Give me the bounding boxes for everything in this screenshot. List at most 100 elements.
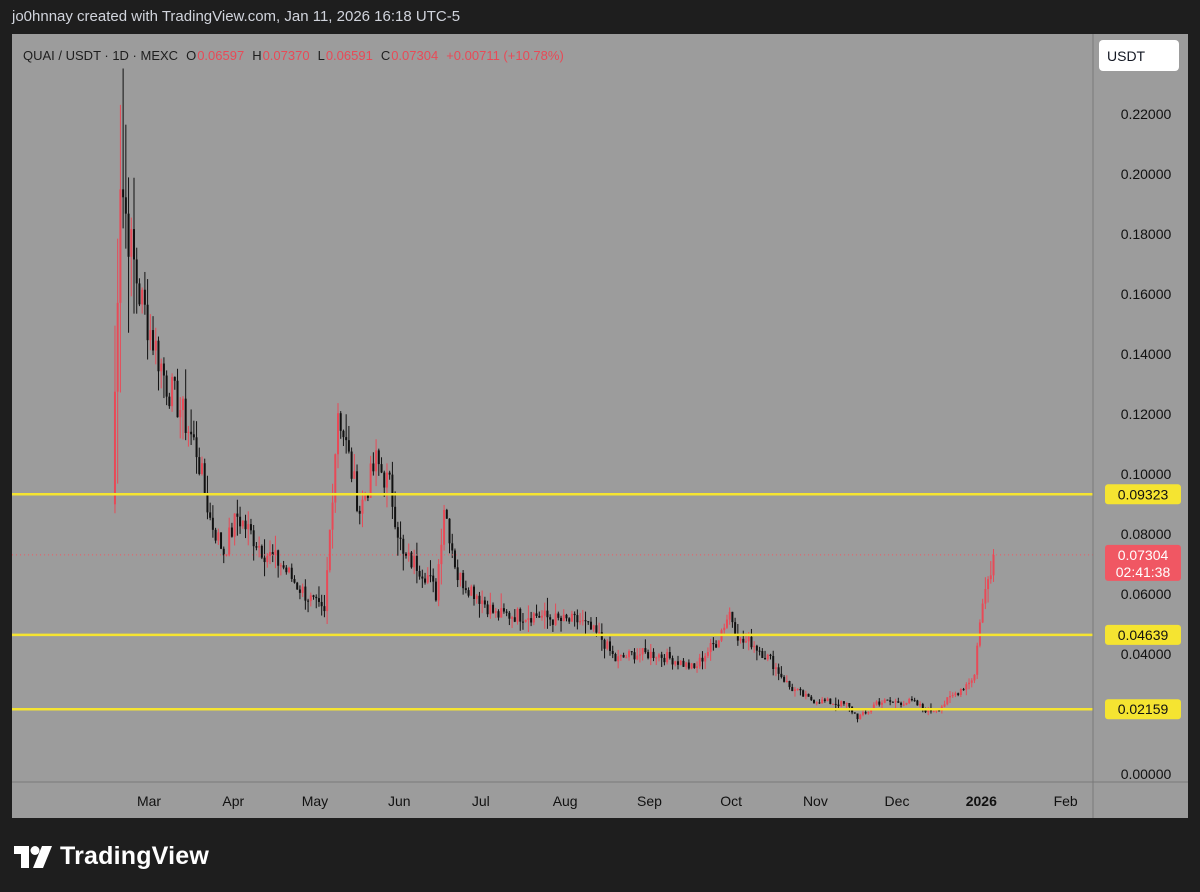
candle-body <box>339 413 342 431</box>
candle-body <box>679 660 682 665</box>
candle-body <box>377 450 380 465</box>
candle-body <box>375 450 378 472</box>
candle-body <box>356 471 359 511</box>
candle-body <box>774 667 777 670</box>
candle-body <box>856 713 859 720</box>
candle-body <box>434 581 437 601</box>
candle-body <box>837 704 840 707</box>
candle-body <box>407 552 410 556</box>
candle-body <box>687 662 690 669</box>
candle-body <box>206 492 209 513</box>
candle-body <box>187 431 190 433</box>
candle-body <box>603 639 606 649</box>
y-tick-label: 0.04000 <box>1121 646 1172 662</box>
candle-body <box>315 596 318 599</box>
candle-body <box>891 701 894 703</box>
candle-body <box>859 714 862 720</box>
candle-body <box>418 570 421 577</box>
candle-body <box>725 619 728 628</box>
candle-body <box>864 712 867 714</box>
candle-body <box>913 700 916 702</box>
candle-body <box>655 657 658 659</box>
candle-body <box>992 554 995 576</box>
candle-body <box>723 627 726 631</box>
candle-body <box>263 557 266 563</box>
candle-body <box>951 695 954 697</box>
candle-body <box>796 688 799 690</box>
candle-body <box>519 608 522 622</box>
candle-body <box>453 550 456 568</box>
currency-button[interactable]: USDT <box>1099 40 1179 71</box>
candle-body <box>832 703 835 705</box>
level-price-label <box>1105 484 1181 505</box>
candle-body <box>127 213 130 257</box>
candle-body <box>266 555 269 563</box>
candle-body <box>614 653 617 662</box>
candle-body <box>894 701 897 703</box>
candle-body <box>171 376 174 407</box>
candle-body <box>636 655 639 660</box>
candle-body <box>630 651 633 653</box>
candle-body <box>309 595 312 602</box>
candle-body <box>766 654 769 660</box>
candle-body <box>845 702 848 704</box>
candle-body <box>358 510 361 514</box>
candle-body <box>769 654 772 656</box>
candle-body <box>690 663 693 669</box>
candle-body <box>793 689 796 692</box>
candle-body <box>271 552 274 555</box>
candle-body <box>279 565 282 567</box>
candle-body <box>372 463 375 472</box>
candle-body <box>195 437 198 458</box>
candle-body <box>761 651 764 658</box>
candle-body <box>399 537 402 539</box>
candle-body <box>413 555 416 568</box>
candle-body <box>764 657 767 660</box>
candle-body <box>160 363 163 372</box>
candle-body <box>970 680 973 683</box>
candle-body <box>113 391 116 505</box>
candle-body <box>717 640 720 648</box>
candle-body <box>244 520 247 530</box>
candle-body <box>973 674 976 681</box>
candle-body <box>426 575 429 583</box>
candle-body <box>834 703 837 705</box>
candle-body <box>698 657 701 667</box>
candle-body <box>415 555 418 571</box>
candle-body <box>919 704 922 706</box>
candle-body <box>704 655 707 662</box>
candle-body <box>728 611 731 620</box>
candle-body <box>949 696 951 698</box>
candle-body <box>304 586 307 601</box>
candle-body <box>497 611 500 618</box>
price-change: +0.00711 (+10.78%) <box>446 48 564 63</box>
tradingview-branding[interactable]: TradingView <box>14 842 209 871</box>
candle-body <box>214 529 217 541</box>
candle-body <box>296 582 299 590</box>
candle-body <box>657 654 660 658</box>
candle-body <box>508 612 511 619</box>
candle-body <box>875 701 878 705</box>
candle-body <box>201 463 203 475</box>
y-tick-label: 0.10000 <box>1121 466 1172 482</box>
candle-body <box>867 712 870 714</box>
candle-body <box>592 625 595 630</box>
candle-body <box>143 289 146 305</box>
x-tick-label: Oct <box>720 793 742 809</box>
candle-body <box>380 464 383 473</box>
candle-body <box>385 472 388 488</box>
candle-body <box>976 645 979 675</box>
candle-body <box>804 693 807 697</box>
candle-body <box>432 575 435 582</box>
candle-body <box>758 650 761 652</box>
candle-body <box>916 700 919 706</box>
x-tick-label: Apr <box>222 793 244 809</box>
symbol-name[interactable]: QUAI / USDT · 1D · MEXC <box>23 48 179 63</box>
candle-body <box>755 645 758 651</box>
candle-body <box>440 544 443 565</box>
candle-body <box>883 699 886 703</box>
candle-body <box>568 618 571 622</box>
candle-body <box>337 413 339 455</box>
candle-body <box>560 617 563 622</box>
